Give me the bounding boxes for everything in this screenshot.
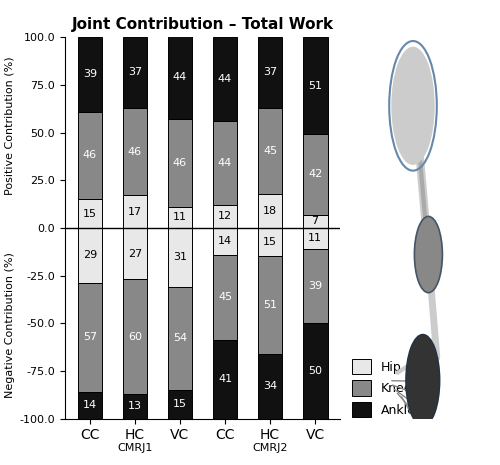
Bar: [302, 249, 328, 323]
Text: 50: 50: [308, 366, 322, 376]
Bar: [258, 257, 282, 354]
Bar: [212, 228, 238, 254]
Bar: [78, 283, 102, 392]
Text: 42: 42: [308, 169, 322, 179]
Bar: [78, 228, 102, 283]
Text: 15: 15: [173, 399, 187, 409]
Text: 45: 45: [218, 292, 232, 302]
Text: 11: 11: [308, 233, 322, 243]
Bar: [212, 121, 238, 205]
Circle shape: [406, 335, 440, 426]
Bar: [122, 228, 148, 279]
Text: 11: 11: [173, 213, 187, 222]
Text: 46: 46: [173, 158, 187, 168]
Bar: [258, 193, 282, 228]
Text: 15: 15: [83, 208, 97, 219]
Text: 15: 15: [263, 237, 277, 247]
Text: 51: 51: [308, 81, 322, 91]
Bar: [212, 205, 238, 228]
Text: 29: 29: [83, 251, 97, 260]
Bar: [168, 119, 192, 207]
Bar: [168, 228, 192, 287]
Bar: [168, 390, 192, 418]
Bar: [302, 134, 328, 214]
Circle shape: [392, 47, 434, 165]
Text: 18: 18: [263, 206, 277, 216]
Bar: [78, 112, 102, 199]
Text: 39: 39: [308, 281, 322, 291]
Bar: [122, 37, 148, 108]
Text: 41: 41: [218, 374, 232, 385]
Bar: [122, 108, 148, 195]
Text: 14: 14: [83, 400, 97, 410]
Bar: [168, 207, 192, 228]
Circle shape: [414, 216, 442, 292]
Bar: [258, 354, 282, 418]
Bar: [122, 279, 148, 394]
Text: 7: 7: [312, 216, 318, 226]
Legend: Hip, Knee, Ankle: Hip, Knee, Ankle: [352, 359, 416, 417]
Text: 13: 13: [128, 401, 142, 411]
Text: 46: 46: [128, 146, 142, 157]
Bar: [168, 287, 192, 390]
Text: 60: 60: [128, 332, 142, 341]
Bar: [168, 35, 192, 119]
Text: 46: 46: [83, 150, 97, 160]
Bar: [78, 392, 102, 418]
Text: 12: 12: [218, 212, 232, 221]
Text: CMRJ2: CMRJ2: [252, 443, 288, 453]
Bar: [78, 37, 102, 112]
Bar: [302, 37, 328, 134]
Bar: [258, 37, 282, 108]
Text: 37: 37: [128, 67, 142, 78]
Text: 57: 57: [83, 332, 97, 343]
Text: 51: 51: [263, 300, 277, 310]
Bar: [302, 228, 328, 249]
Text: 45: 45: [263, 146, 277, 156]
Bar: [302, 214, 328, 228]
Text: 14: 14: [218, 236, 232, 246]
Bar: [302, 323, 328, 418]
Bar: [258, 108, 282, 193]
Text: 31: 31: [173, 252, 187, 262]
Text: 17: 17: [128, 206, 142, 217]
Bar: [212, 340, 238, 418]
Text: 54: 54: [173, 333, 187, 344]
Bar: [212, 254, 238, 340]
Text: Negative Contribution (%): Negative Contribution (%): [5, 252, 15, 399]
Text: 44: 44: [173, 72, 187, 82]
Bar: [212, 37, 238, 121]
Bar: [258, 228, 282, 257]
Text: 44: 44: [218, 74, 232, 84]
Text: 37: 37: [263, 67, 277, 78]
Text: 44: 44: [218, 158, 232, 168]
Bar: [122, 195, 148, 228]
Text: Positive Contribution (%): Positive Contribution (%): [5, 56, 15, 195]
Text: 27: 27: [128, 249, 142, 259]
Text: CMRJ1: CMRJ1: [117, 443, 152, 453]
Title: Joint Contribution – Total Work: Joint Contribution – Total Work: [72, 17, 334, 32]
Bar: [78, 199, 102, 228]
Text: 39: 39: [83, 69, 97, 80]
Text: 34: 34: [263, 381, 277, 391]
Bar: [122, 394, 148, 418]
